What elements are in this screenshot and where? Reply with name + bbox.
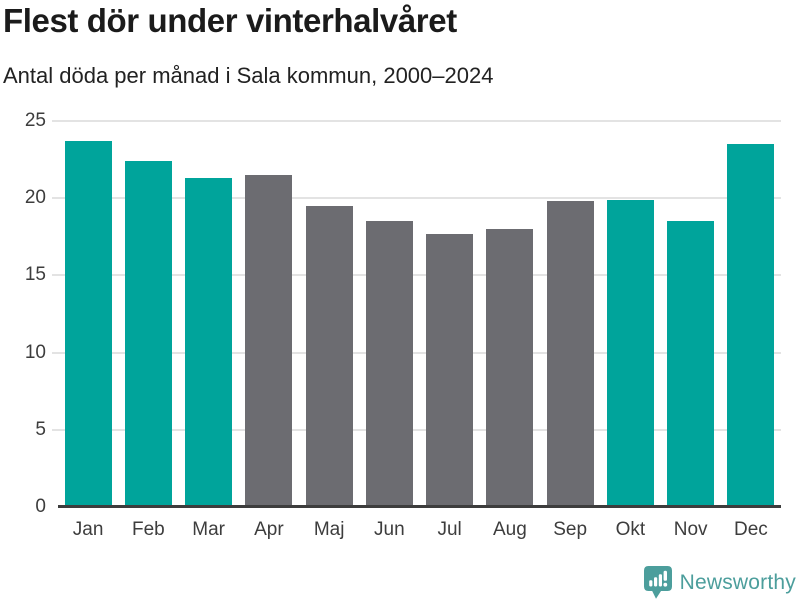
- bar-slot-mar: [179, 121, 239, 507]
- gridline-5: [52, 428, 781, 431]
- brand-footer: Newsworthy: [643, 566, 796, 599]
- bar-slot-feb: [118, 121, 178, 507]
- bar-dec: [727, 144, 775, 507]
- bar-aug: [486, 229, 534, 507]
- bar-slot-okt: [600, 121, 660, 507]
- bar-slot-apr: [239, 121, 299, 507]
- x-axis-line: [58, 505, 781, 508]
- x-tick-label-maj: Maj: [313, 519, 345, 540]
- chart-subtitle: Antal döda per månad i Sala kommun, 2000…: [3, 63, 494, 88]
- y-tick-label-5: 5: [35, 418, 46, 440]
- bar-maj: [305, 205, 353, 507]
- x-tick-label-sep: Sep: [553, 519, 588, 540]
- bar-feb: [124, 161, 172, 507]
- bar-series: [58, 121, 781, 507]
- plot-area: [52, 120, 781, 508]
- bar-slot-aug: [480, 121, 540, 507]
- x-tick-label-nov: Nov: [673, 519, 708, 540]
- x-tick-label-jan: Jan: [72, 519, 104, 540]
- x-tick-label-okt: Okt: [615, 519, 646, 540]
- x-tick-label-dec: Dec: [733, 519, 768, 540]
- chart-title: Flest dör under vinterhalvåret: [3, 2, 457, 39]
- y-tick-label-25: 25: [24, 110, 46, 131]
- x-tick-label-jun: Jun: [374, 519, 405, 540]
- x-tick-label-apr: Apr: [254, 519, 284, 540]
- bar-jul: [426, 233, 474, 507]
- x-tick-label-jul: Jul: [437, 519, 462, 540]
- x-tick-label-feb: Feb: [132, 519, 165, 540]
- y-tick-label-10: 10: [24, 341, 46, 363]
- y-tick-label-15: 15: [24, 264, 46, 286]
- bar-slot-nov: [661, 121, 721, 507]
- bar-slot-jan: [58, 121, 118, 507]
- bar-slot-dec: [721, 121, 781, 507]
- bar-mar: [185, 178, 233, 507]
- bar-slot-sep: [540, 121, 600, 507]
- y-tick-label-20: 20: [24, 187, 46, 209]
- bar-jan: [64, 141, 112, 507]
- bar-okt: [606, 199, 654, 507]
- x-axis-labels: Jan Feb Mar Apr Maj Jun Jul Aug Sep Okt Nov Dec: [58, 518, 781, 542]
- y-axis-labels: 0 5 10 15 20 25: [0, 110, 46, 517]
- gridline-25: [52, 120, 781, 122]
- bar-apr: [245, 175, 293, 507]
- gridline-10: [52, 351, 781, 354]
- x-tick-label-mar: Mar: [192, 519, 225, 540]
- bar-jun: [365, 221, 413, 507]
- bar-slot-jun: [359, 121, 419, 507]
- gridline-15: [52, 274, 781, 277]
- brand-name: Newsworthy: [679, 570, 796, 594]
- bar-nov: [667, 221, 715, 507]
- bar-slot-maj: [299, 121, 359, 507]
- x-tick-label-aug: Aug: [492, 519, 527, 540]
- bar-slot-jul: [420, 121, 480, 507]
- newsworthy-logo-icon: [643, 566, 672, 599]
- bar-sep: [546, 201, 594, 507]
- y-tick-label-0: 0: [35, 496, 46, 517]
- gridline-20: [52, 197, 781, 200]
